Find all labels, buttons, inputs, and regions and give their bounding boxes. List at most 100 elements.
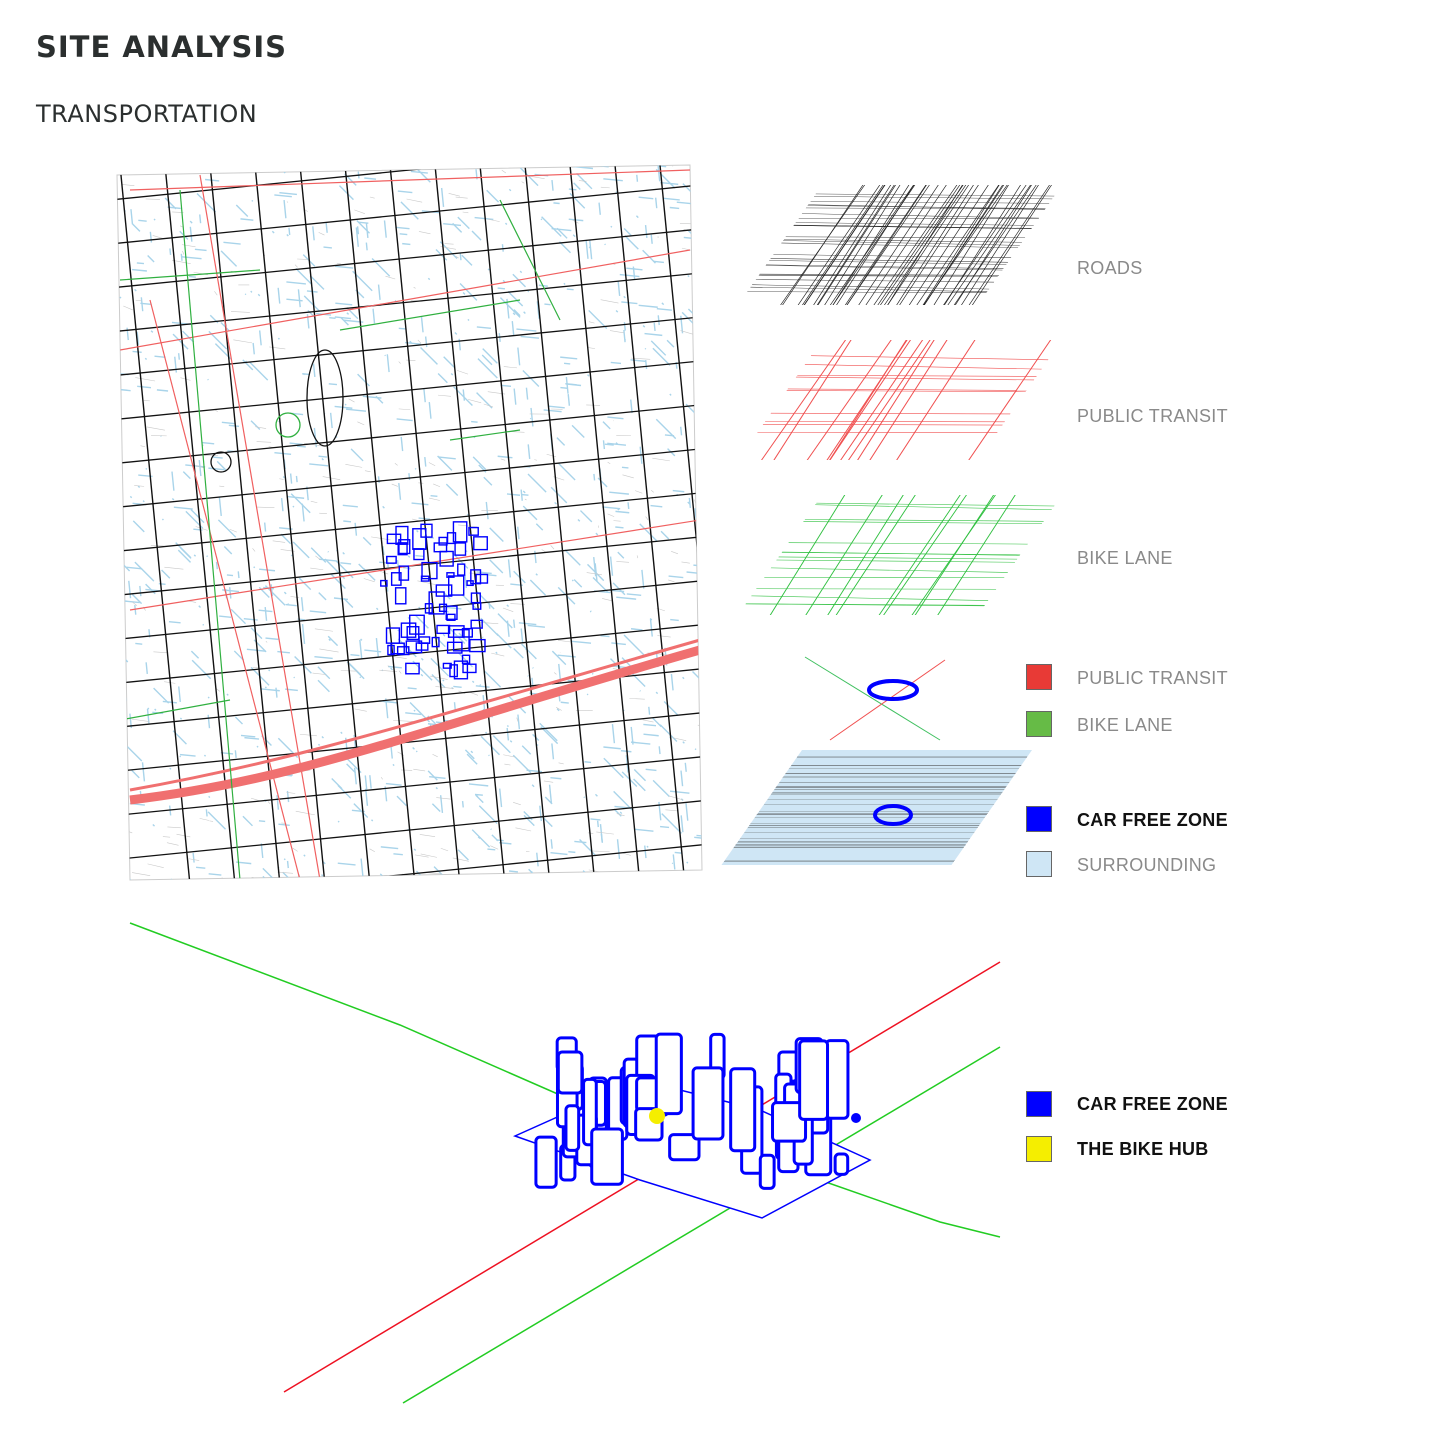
thumb-line [829,339,907,461]
minor-road [504,763,511,766]
surrounding-building [652,347,671,366]
surrounding-building [600,833,603,843]
surrounding-building [362,395,382,399]
surrounding-building [323,246,332,249]
thumb-line [858,184,939,306]
surrounding-building [317,666,331,680]
surrounding-building [362,536,372,546]
minor-road [435,686,454,689]
surrounding-building [513,647,524,659]
surrounding-building [309,610,327,614]
surrounding-building [272,885,274,904]
minor-road [153,651,169,654]
surrounding-building [645,768,657,772]
minor-road [500,458,506,461]
surrounding-building [288,227,291,236]
thumb-line [765,264,1004,269]
minor-road [417,580,436,585]
surrounding-building [243,617,258,621]
minor-road [429,497,440,501]
surrounding-building [427,277,431,281]
thumb-line [877,184,961,306]
surrounding-building [117,860,121,878]
minor-road [455,196,468,199]
minor-road [521,181,525,184]
surrounding-building [704,727,705,739]
minor-road [558,762,564,765]
surrounding-building [415,615,429,629]
surrounding-building [471,230,482,241]
surrounding-building [483,476,493,486]
surrounding-building [158,582,166,586]
surrounding-building [536,301,540,319]
minor-road [269,346,286,350]
car-free-building-3d [833,1152,850,1176]
surrounding-building [257,293,261,297]
minor-road [654,870,665,874]
surrounding-building [136,331,140,345]
surrounding-building [642,324,646,328]
surrounding-building [704,545,706,565]
surrounding-building [676,201,693,205]
road [117,711,702,773]
surrounding-building [205,809,208,817]
surrounding-building [657,315,660,326]
road [164,165,236,880]
surrounding-building [156,389,169,392]
surrounding-building [226,693,229,696]
surrounding-building [438,456,456,460]
minor-road [491,652,505,657]
car-free-building-3d [758,1153,776,1190]
surrounding-building [276,795,280,810]
minor-road [642,719,654,723]
surrounding-building [551,743,555,760]
surrounding-building [643,733,659,737]
surrounding-building [377,284,381,300]
surrounding-building [482,348,498,364]
surrounding-building [506,493,521,496]
surrounding-building [550,839,553,849]
minor-road [135,377,156,382]
road [117,403,702,465]
surrounding-building [340,317,349,326]
minor-road [702,551,709,552]
surrounding-building [350,654,360,657]
surrounding-building [328,638,331,642]
surrounding-building [490,828,492,831]
surrounding-building [588,309,608,330]
minor-road [440,847,449,852]
surrounding-building [258,609,273,613]
main-map [116,164,709,904]
surrounding-building [461,593,479,611]
surrounding-building [131,769,140,779]
surrounding-building [384,354,386,357]
thumb-line [848,339,931,461]
minor-road [587,347,596,349]
minor-road [419,834,436,837]
surrounding-building [364,775,368,790]
surrounding-building [661,879,678,880]
surrounding-building [623,322,626,331]
surrounding-building [223,241,241,245]
thumb-line [857,339,935,461]
minor-road [131,718,150,722]
surrounding-building [196,192,217,213]
surrounding-building [199,214,202,224]
thumb-line [911,494,996,616]
car-free-building-3d [691,1066,725,1141]
surrounding-building [342,552,345,555]
surrounding-building [285,603,297,607]
surrounding-building [162,700,177,704]
surrounding-building [522,505,538,521]
minor-road [556,707,562,711]
surrounding-building [595,532,599,536]
minor-road [312,672,327,675]
surrounding-building [430,494,438,498]
car-free-building [454,542,467,556]
minor-road [616,813,625,817]
surrounding-building [623,329,626,343]
surrounding-building [397,629,400,632]
car-free-building [386,555,397,564]
surrounding-building [262,875,283,880]
surrounding-building [508,188,512,192]
